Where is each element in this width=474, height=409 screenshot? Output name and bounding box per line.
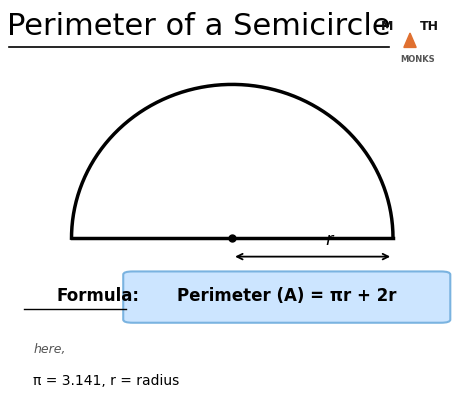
Text: M: M [381, 20, 393, 33]
Polygon shape [404, 33, 416, 47]
Text: TH: TH [420, 20, 439, 33]
Text: MONKS: MONKS [400, 55, 435, 64]
Text: Perimeter of a Semicircle: Perimeter of a Semicircle [7, 12, 391, 41]
Point [386, 45, 392, 49]
Point [21, 306, 27, 311]
Point [7, 45, 12, 49]
FancyBboxPatch shape [123, 272, 450, 323]
Point [123, 306, 128, 311]
Text: Formula:: Formula: [57, 287, 140, 305]
Text: π = 3.141, r = radius: π = 3.141, r = radius [33, 374, 180, 388]
Text: Perimeter (A) = πr + 2r: Perimeter (A) = πr + 2r [177, 287, 397, 306]
Text: here,: here, [33, 344, 66, 356]
Text: r: r [325, 231, 332, 249]
